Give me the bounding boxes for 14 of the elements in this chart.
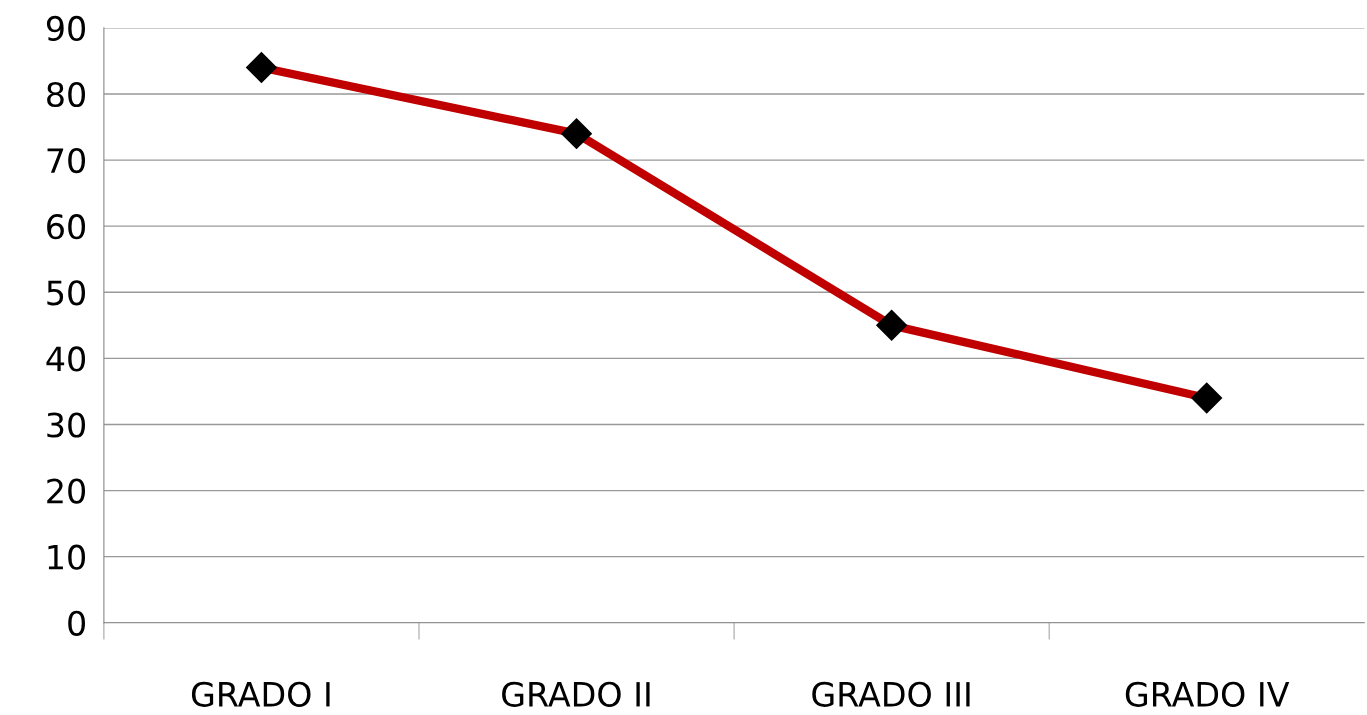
x-tick-label: GRADO IV bbox=[1125, 681, 1290, 707]
y-tick-label: 70 bbox=[47, 148, 86, 174]
y-tick-label: 50 bbox=[47, 280, 86, 306]
x-tick-label: GRADO I bbox=[191, 681, 330, 707]
x-tick-label: GRADO III bbox=[812, 681, 970, 707]
y-tick-label: 40 bbox=[46, 346, 86, 372]
y-tick-label: 80 bbox=[47, 81, 86, 108]
y-tick-label: 10 bbox=[48, 544, 86, 570]
y-tick-label: 30 bbox=[47, 412, 86, 438]
y-tick-label: 90 bbox=[46, 15, 86, 42]
x-tick-label: GRADO II bbox=[502, 681, 650, 707]
y-tick-label: 20 bbox=[47, 478, 86, 504]
y-tick-label: 60 bbox=[47, 214, 86, 240]
y-tick-label: 0 bbox=[68, 610, 86, 636]
